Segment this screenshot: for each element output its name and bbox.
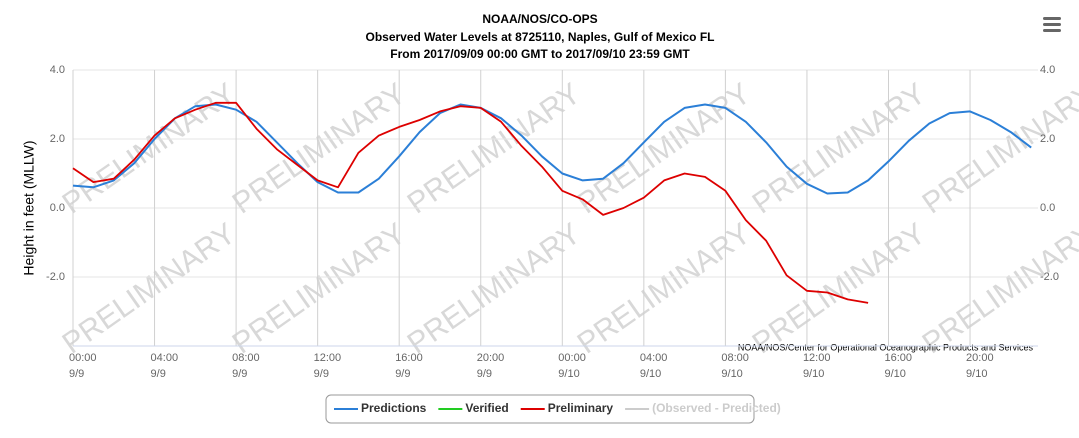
menu-bar[interactable] <box>1043 29 1061 32</box>
chart-subtitle: From 2017/09/09 00:00 GMT to 2017/09/10 … <box>390 47 690 61</box>
x-tick-label: 00:00 9/9 <box>69 352 97 380</box>
series-line <box>72 101 869 304</box>
x-tick-label: 08:00 9/10 <box>721 352 749 380</box>
x-tick-label: 20:00 9/10 <box>966 352 994 380</box>
watermark: PRELIMINARY <box>402 217 587 360</box>
watermark: PRELIMINARY <box>917 217 1079 360</box>
watermark: PRELIMINARY <box>227 77 412 220</box>
y-axis-label: Height in feet (MLLW) <box>21 140 37 275</box>
x-tick-label: 12:00 9/10 <box>802 352 831 380</box>
y-tick-label: 2.0 <box>50 133 65 145</box>
watermark: PRELIMINARY <box>572 77 757 220</box>
x-tick-label: 00:00 9/10 <box>558 352 586 380</box>
legend-label[interactable]: (Observed - Predicted) <box>652 401 781 415</box>
watermark: PRELIMINARY <box>572 217 757 360</box>
y2-tick-label: -2.0 <box>1040 271 1059 283</box>
watermark: PRELIMINARY <box>57 77 242 220</box>
y-tick-label: 4.0 <box>50 64 65 76</box>
watermark: PRELIMINARY <box>227 217 412 360</box>
x-tick-label: 16:00 9/10 <box>884 352 913 380</box>
chart-title: NOAA/NOS/CO-OPS <box>482 12 597 26</box>
watermark: PRELIMINARY <box>57 217 242 360</box>
menu-bar[interactable] <box>1043 23 1061 26</box>
credit: NOAA/NOS/Center for Operational Oceanogr… <box>738 342 1034 352</box>
x-tick-label: 20:00 9/9 <box>476 352 505 380</box>
x-tick-label: 04:00 9/10 <box>639 352 668 380</box>
y2-tick-label: 0.0 <box>1040 202 1055 214</box>
legend-label[interactable]: Verified <box>465 401 508 415</box>
watermark: PRELIMINARY <box>747 217 932 360</box>
watermark: PRELIMINARY <box>917 77 1079 220</box>
legend-label[interactable]: Preliminary <box>548 401 614 415</box>
menu-bar[interactable] <box>1043 17 1061 20</box>
y2-tick-label: 4.0 <box>1040 64 1055 76</box>
y-tick-label: 0.0 <box>50 202 65 214</box>
x-tick-label: 08:00 9/9 <box>232 352 260 380</box>
y2-tick-label: 2.0 <box>1040 133 1055 145</box>
watermark: PRELIMINARY <box>402 77 587 220</box>
legend-label[interactable]: Predictions <box>361 401 427 415</box>
series-line <box>72 103 1032 195</box>
x-tick-label: 16:00 9/9 <box>395 352 423 380</box>
x-tick-label: 04:00 9/9 <box>150 352 179 380</box>
watermark: PRELIMINARY <box>747 77 932 220</box>
chart-subtitle: Observed Water Levels at 8725110, Naples… <box>365 30 714 44</box>
watermarks: PRELIMINARYPRELIMINARYPRELIMINARYPRELIMI… <box>57 77 1079 360</box>
menu-button[interactable] <box>1043 17 1061 32</box>
y-tick-label: -2.0 <box>46 271 65 283</box>
x-tick-label: 12:00 9/9 <box>313 352 342 380</box>
